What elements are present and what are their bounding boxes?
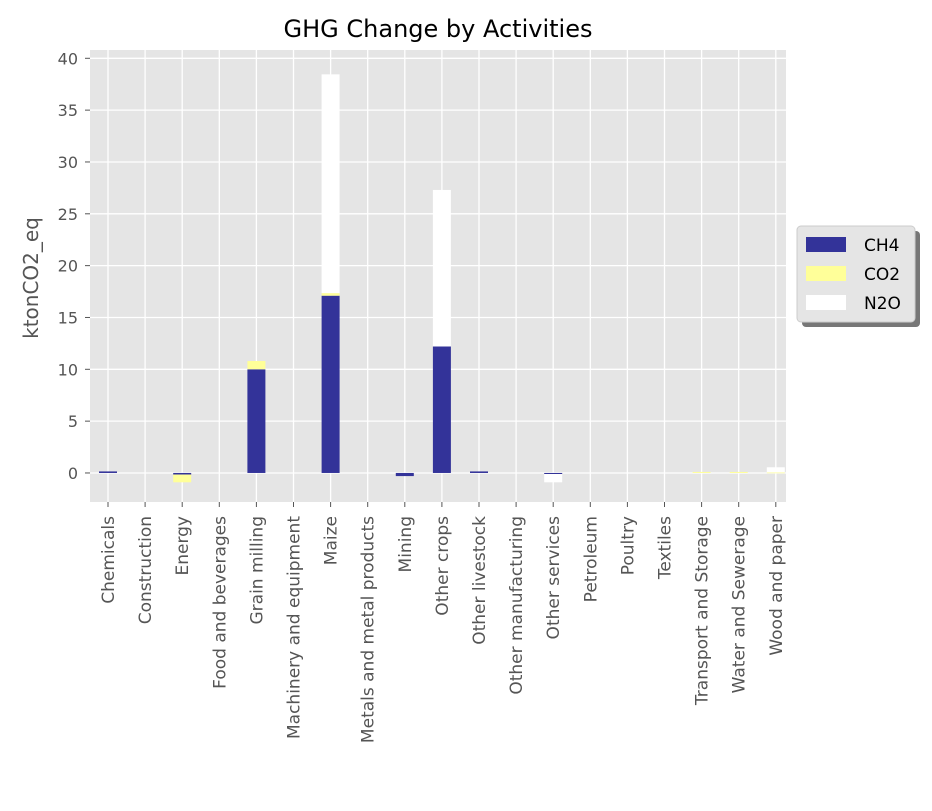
x-tick-label: Construction <box>136 516 156 624</box>
legend: CH4 CO2 N2O <box>796 225 920 327</box>
bar-ch4 <box>173 472 192 475</box>
x-tick-label: Other livestock <box>470 516 490 645</box>
y-axis: 0 5 10 15 20 25 30 35 40 <box>58 49 90 483</box>
bar-co2 <box>729 471 748 473</box>
x-tick-label: Mining <box>396 516 416 572</box>
y-axis-label: ktonCO2_eq <box>19 217 43 339</box>
y-tick-label: 30 <box>58 153 78 172</box>
legend-label: CO2 <box>864 265 900 285</box>
x-tick-label: Other manufacturing <box>507 516 527 695</box>
bar-ch4 <box>99 471 117 473</box>
x-tick-label: Other services <box>544 516 564 640</box>
x-tick-label: Metals and metal products <box>359 516 379 743</box>
bar-n2o <box>432 189 451 347</box>
bar-n2o <box>766 467 785 473</box>
x-axis: Chemicals Construction Energy Food and beve… <box>99 502 787 743</box>
bar-co2 <box>247 361 266 370</box>
y-tick-label: 5 <box>68 412 78 431</box>
y-tick-label: 20 <box>58 257 78 276</box>
bar-co2 <box>321 293 340 296</box>
x-tick-label: Maize <box>322 516 342 565</box>
legend-swatch <box>806 237 846 252</box>
chart-title: GHG Change by Activities <box>284 15 593 43</box>
y-tick-label: 35 <box>58 101 78 120</box>
y-tick-label: 15 <box>58 308 78 327</box>
bar-ch4 <box>544 472 563 475</box>
x-tick-label: Water and Sewerage <box>730 516 750 693</box>
x-tick-label: Other crops <box>433 516 453 616</box>
legend-label: N2O <box>864 294 901 314</box>
x-tick-label: Transport and Storage <box>693 516 713 706</box>
bar-co2 <box>692 471 711 473</box>
bar-ch4 <box>470 471 488 473</box>
bar-ch4 <box>395 472 414 477</box>
y-tick-label: 10 <box>58 360 78 379</box>
bar-ch4 <box>321 295 340 473</box>
x-tick-label: Chemicals <box>99 516 119 604</box>
y-tick-label: 25 <box>58 205 78 224</box>
bar-ch4 <box>247 369 266 473</box>
bar-n2o <box>321 74 340 294</box>
bar-ch4 <box>432 346 451 473</box>
x-tick-label: Wood and paper <box>767 516 787 656</box>
bar-co2 <box>766 472 785 474</box>
legend-label: CH4 <box>864 236 899 256</box>
x-tick-label: Energy <box>173 516 193 576</box>
y-tick-label: 0 <box>68 464 78 483</box>
bar-co2 <box>173 474 192 483</box>
x-tick-label: Grain milling <box>247 516 267 625</box>
y-tick-label: 40 <box>58 49 78 68</box>
x-tick-label: Petroleum <box>581 516 601 602</box>
legend-swatch <box>806 266 846 281</box>
x-tick-label: Food and beverages <box>210 516 230 689</box>
bar-n2o <box>544 474 563 483</box>
x-tick-label: Poultry <box>618 516 638 575</box>
x-tick-label: Machinery and equipment <box>285 516 305 739</box>
bars <box>99 74 785 483</box>
x-tick-label: Textiles <box>656 516 676 580</box>
legend-swatch <box>806 295 846 310</box>
